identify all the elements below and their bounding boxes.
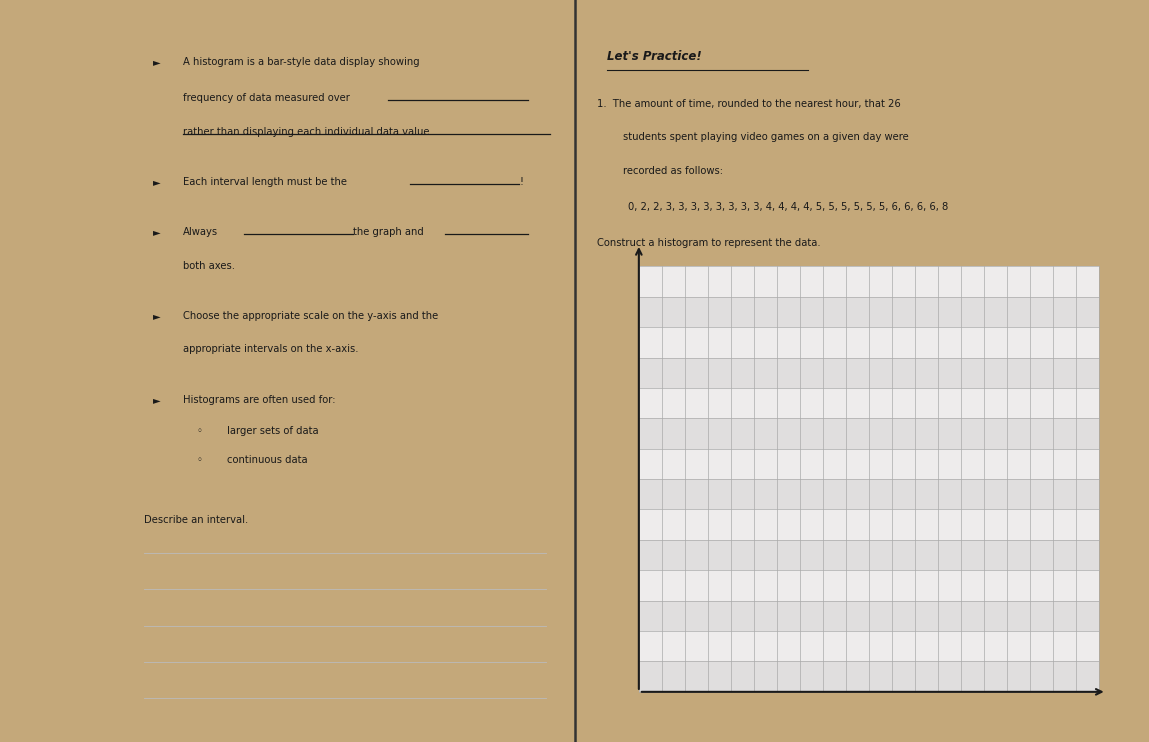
Text: 0, 2, 2, 3, 3, 3, 3, 3, 3, 3, 3, 4, 4, 4, 4, 5, 5, 5, 5, 5, 5, 6, 6, 6, 6, 8: 0, 2, 2, 3, 3, 3, 3, 3, 3, 3, 3, 4, 4, 4… (629, 203, 949, 212)
Bar (639, 266, 1098, 297)
Text: !: ! (519, 177, 523, 187)
Text: appropriate intervals on the x-axis.: appropriate intervals on the x-axis. (183, 344, 358, 355)
Bar (639, 540, 1098, 571)
Text: Histograms are often used for:: Histograms are often used for: (183, 395, 336, 404)
Text: ◦: ◦ (196, 456, 202, 465)
Text: ◦: ◦ (196, 426, 202, 436)
Text: Choose the appropriate scale on the y-axis and the: Choose the appropriate scale on the y-ax… (183, 311, 439, 321)
Bar (639, 388, 1098, 418)
Text: continuous data: continuous data (226, 456, 308, 465)
Bar (639, 297, 1098, 327)
Bar (639, 327, 1098, 358)
Text: both axes.: both axes. (183, 260, 236, 271)
Bar (639, 601, 1098, 631)
Bar (639, 510, 1098, 540)
Text: students spent playing video games on a given day were: students spent playing video games on a … (623, 133, 909, 142)
Text: 1.  The amount of time, rounded to the nearest hour, that 26: 1. The amount of time, rounded to the ne… (596, 99, 901, 109)
Text: ►: ► (153, 395, 161, 404)
Text: larger sets of data: larger sets of data (226, 426, 318, 436)
Text: ►: ► (153, 227, 161, 237)
Bar (639, 479, 1098, 510)
Bar (639, 661, 1098, 692)
Bar (639, 571, 1098, 601)
Text: ►: ► (153, 57, 161, 67)
Text: Each interval length must be the: Each interval length must be the (183, 177, 347, 187)
Bar (639, 358, 1098, 388)
Text: rather than displaying each individual data value.: rather than displaying each individual d… (183, 127, 433, 137)
Text: ►: ► (153, 177, 161, 187)
Text: A histogram is a bar-style data display showing: A histogram is a bar-style data display … (183, 57, 419, 67)
Text: recorded as follows:: recorded as follows: (623, 166, 723, 176)
Text: Describe an interval.: Describe an interval. (144, 515, 248, 525)
Bar (639, 418, 1098, 449)
Bar (639, 631, 1098, 661)
Text: Always: Always (183, 227, 218, 237)
Text: the graph and: the graph and (354, 227, 424, 237)
Text: Let's Practice!: Let's Practice! (607, 50, 702, 63)
Bar (639, 449, 1098, 479)
Text: frequency of data measured over: frequency of data measured over (183, 93, 350, 103)
Text: ►: ► (153, 311, 161, 321)
Text: Construct a histogram to represent the data.: Construct a histogram to represent the d… (596, 238, 820, 249)
